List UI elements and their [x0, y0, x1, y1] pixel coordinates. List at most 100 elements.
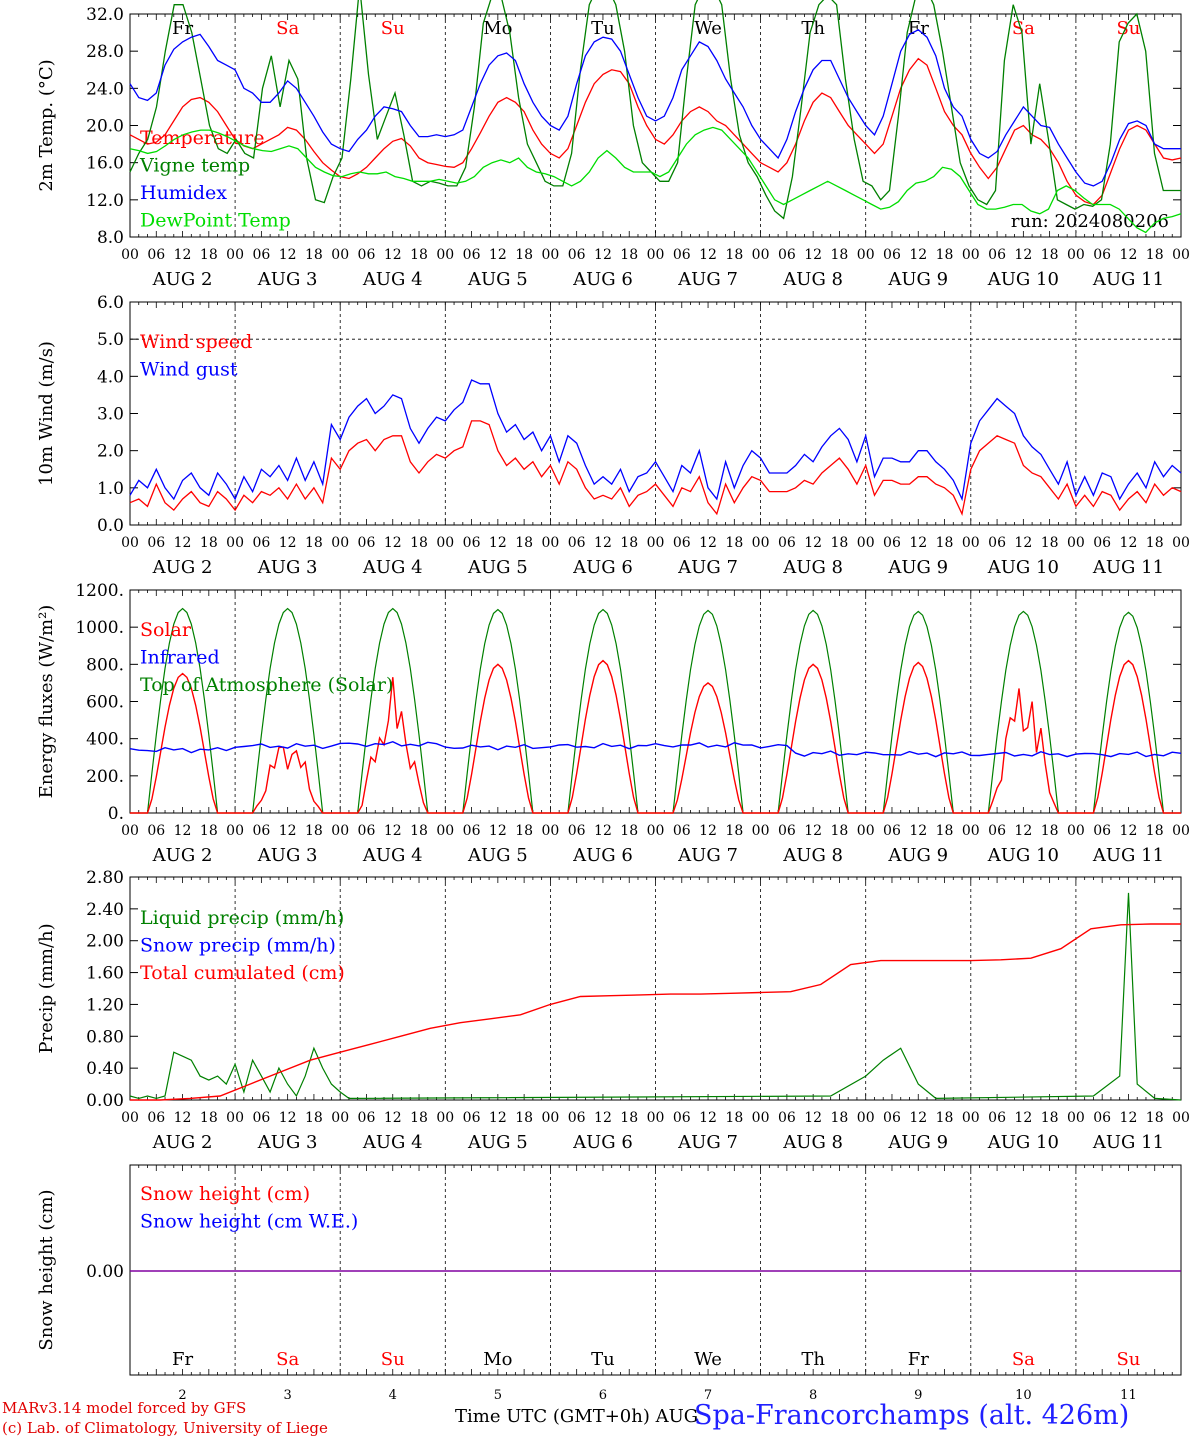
- hour-tick-label: 06: [988, 247, 1006, 263]
- hour-tick-label: 12: [1014, 1110, 1032, 1126]
- liquid-precip-line: [129, 892, 1182, 1101]
- y-tick-label: 16.0: [86, 154, 124, 174]
- day-number-label: 4: [389, 1388, 397, 1403]
- legend-entry: Total cumulated (cm): [140, 962, 345, 984]
- legend-entry: Solar: [140, 619, 192, 641]
- date-label: AUG 9: [887, 269, 948, 290]
- date-label: AUG 11: [1092, 557, 1164, 578]
- hour-tick-label: 00: [1172, 823, 1190, 839]
- date-label: AUG 7: [677, 1132, 738, 1153]
- hour-tick-label: 00: [752, 535, 770, 551]
- hour-tick-label: 18: [1041, 823, 1059, 839]
- hour-tick-label: 18: [305, 1110, 323, 1126]
- x-axis-title: Time UTC (GMT+0h) AUG: [455, 1406, 699, 1427]
- hour-tick-label: 00: [541, 823, 559, 839]
- y-tick-label: 0.40: [86, 1059, 124, 1079]
- hour-tick-label: 06: [673, 247, 691, 263]
- weekday-label: We: [694, 18, 722, 39]
- series-line: [129, 126, 1182, 234]
- hour-tick-label: 00: [857, 247, 875, 263]
- series-line: [129, 379, 1182, 502]
- hour-tick-label: 00: [1067, 823, 1085, 839]
- weekday-label: Tu: [591, 1349, 615, 1370]
- hour-tick-label: 06: [988, 823, 1006, 839]
- hour-tick-label: 06: [1093, 535, 1111, 551]
- hour-tick-label: 00: [1172, 247, 1190, 263]
- hour-tick-label: 06: [988, 535, 1006, 551]
- day-number-label: 10: [1015, 1388, 1032, 1403]
- hour-tick-label: 06: [358, 247, 376, 263]
- hour-tick-label: 06: [883, 1110, 901, 1126]
- hour-tick-label: 18: [200, 1110, 218, 1126]
- day-number-label: 8: [809, 1388, 817, 1403]
- weekday-label: Su: [381, 18, 405, 39]
- hour-tick-label: 06: [358, 823, 376, 839]
- hour-tick-label: 00: [1067, 535, 1085, 551]
- weekday-label: Sa: [1012, 1349, 1035, 1370]
- date-label: AUG 9: [887, 845, 948, 866]
- weekday-label: Su: [1116, 1349, 1140, 1370]
- hour-tick-label: 00: [962, 247, 980, 263]
- hour-tick-label: 12: [804, 1110, 822, 1126]
- weekday-label: Th: [801, 18, 825, 39]
- series-line: [129, 29, 1181, 187]
- date-label: AUG 5: [467, 557, 528, 578]
- date-label: AUG 3: [257, 1132, 318, 1153]
- hour-tick-label: 06: [568, 535, 586, 551]
- panel-2: [129, 301, 1182, 526]
- y-tick-label: 28.0: [86, 42, 124, 62]
- credit-line-1: MARv3.14 model forced by GFS: [2, 1399, 247, 1417]
- date-label: AUG 11: [1092, 845, 1164, 866]
- hour-tick-label: 18: [725, 535, 743, 551]
- hour-tick-label: 12: [594, 535, 612, 551]
- y-tick-label: 1.0: [97, 479, 124, 499]
- hour-tick-label: 06: [778, 823, 796, 839]
- date-label: AUG 2: [152, 269, 213, 290]
- hour-tick-label: 00: [226, 247, 244, 263]
- weekday-label: Mo: [483, 18, 512, 39]
- y-tick-label: 8.0: [97, 228, 124, 248]
- day-number-label: 6: [599, 1388, 607, 1403]
- legend-entry: Top of Atmosphere (Solar): [140, 674, 393, 696]
- hour-tick-label: 00: [1172, 535, 1190, 551]
- date-label: AUG 3: [257, 557, 318, 578]
- hour-tick-label: 06: [252, 823, 270, 839]
- date-label: AUG 2: [152, 1132, 213, 1153]
- day-number-label: 2: [178, 1388, 186, 1403]
- hour-tick-label: 12: [909, 247, 927, 263]
- legend-entry: DewPoint Temp: [140, 210, 291, 232]
- day-number-label: 9: [914, 1388, 922, 1403]
- y-tick-label: 32.0: [86, 5, 124, 25]
- hour-tick-label: 06: [1093, 823, 1111, 839]
- hour-tick-label: 18: [305, 535, 323, 551]
- weekday-label: Fr: [172, 1349, 193, 1370]
- date-label: AUG 10: [987, 845, 1059, 866]
- hour-tick-label: 12: [1120, 1110, 1138, 1126]
- hour-tick-label: 18: [515, 1110, 533, 1126]
- hour-tick-label: 00: [857, 1110, 875, 1126]
- hour-tick-label: 06: [988, 1110, 1006, 1126]
- hour-tick-label: 00: [121, 535, 139, 551]
- y-tick-label: 400.: [86, 730, 124, 750]
- hour-tick-label: 00: [121, 1110, 139, 1126]
- hour-tick-label: 06: [1093, 247, 1111, 263]
- hour-tick-label: 06: [1093, 1110, 1111, 1126]
- date-label: AUG 4: [362, 269, 423, 290]
- y-tick-label: 0.00: [86, 1262, 124, 1282]
- hour-tick-label: 00: [647, 247, 665, 263]
- y-axis-label: Energy fluxes (W/m²): [36, 605, 57, 799]
- hour-tick-label: 12: [489, 1110, 507, 1126]
- hour-tick-label: 18: [936, 247, 954, 263]
- hour-tick-label: 12: [804, 823, 822, 839]
- legend-entry: Snow height (cm W.E.): [140, 1211, 358, 1233]
- date-label: AUG 11: [1092, 1132, 1164, 1153]
- hour-tick-label: 12: [1014, 247, 1032, 263]
- weekday-label: Su: [1116, 18, 1140, 39]
- hour-tick-label: 00: [647, 535, 665, 551]
- y-tick-label: 0.: [108, 804, 124, 824]
- y-tick-label: 0.80: [86, 1027, 124, 1047]
- hour-tick-label: 00: [226, 1110, 244, 1126]
- date-label: AUG 8: [782, 557, 843, 578]
- hour-tick-label: 12: [279, 1110, 297, 1126]
- date-label: AUG 10: [987, 557, 1059, 578]
